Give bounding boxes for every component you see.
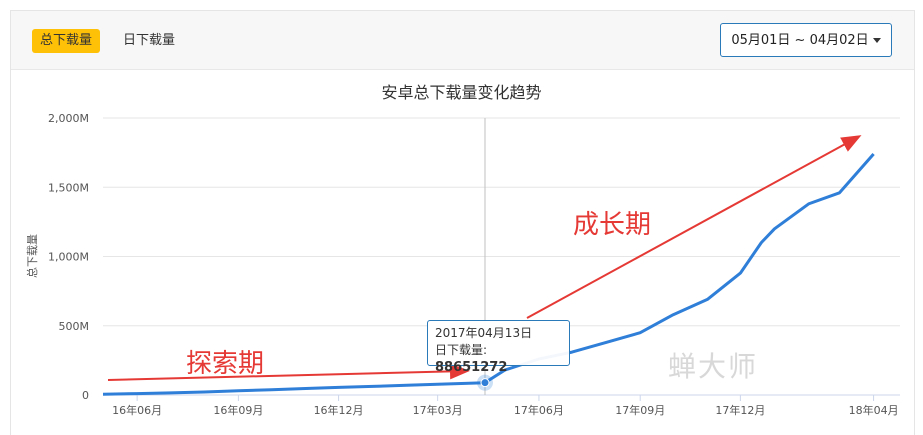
y-tick-label: 500M	[59, 320, 90, 333]
tab-total-downloads[interactable]: 总下载量	[32, 29, 101, 53]
tab-daily-downloads[interactable]: 日下载量	[123, 33, 176, 48]
y-tick-label: 1,000M	[48, 251, 89, 264]
tooltip-label: 日下载量:	[435, 343, 488, 357]
x-tick-label: 17年03月	[413, 403, 463, 417]
series-line	[102, 153, 875, 396]
annotation-exploration-phase: 探索期	[186, 349, 265, 379]
y-tick-label: 2,000M	[48, 112, 89, 125]
highlight-point	[480, 378, 490, 388]
x-tick-label: 17年12月	[715, 403, 765, 417]
tooltip-date: 2017年04月13日	[435, 326, 533, 340]
explore-arrow	[107, 363, 470, 381]
chart-title: 安卓总下载量变化趋势	[381, 83, 542, 102]
y-axis-label: 总下载量	[25, 234, 39, 278]
date-range-label: 05月01日 ~ 04月02日	[731, 33, 869, 48]
growth-arrow	[526, 135, 862, 319]
y-tick-label: 0	[82, 389, 89, 402]
x-tick-label: 16年06月	[112, 403, 162, 417]
chart-tooltip: 2017年04月13日 日下载量: 88651272	[427, 320, 570, 375]
date-range-dropdown[interactable]: 05月01日 ~ 04月02日	[720, 23, 892, 57]
y-tick-label: 1,500M	[48, 181, 89, 194]
chart-header: 总下载量 日下载量 05月01日 ~ 04月02日	[11, 11, 914, 70]
x-tick-label: 17年06月	[514, 403, 564, 417]
x-tick-label: 18年04月	[849, 403, 899, 417]
x-tick-label: 16年12月	[314, 403, 364, 417]
chevron-down-icon	[872, 38, 881, 43]
tooltip-value-row: 日下载量: 88651272	[435, 342, 562, 376]
x-tick-label: 17年09月	[615, 403, 665, 417]
annotation-growth-phase: 成长期	[573, 210, 652, 240]
tooltip-value: 88651272	[435, 360, 508, 375]
x-tick-label: 16年09月	[213, 403, 263, 417]
watermark-logo: 蝉大师	[668, 350, 759, 383]
